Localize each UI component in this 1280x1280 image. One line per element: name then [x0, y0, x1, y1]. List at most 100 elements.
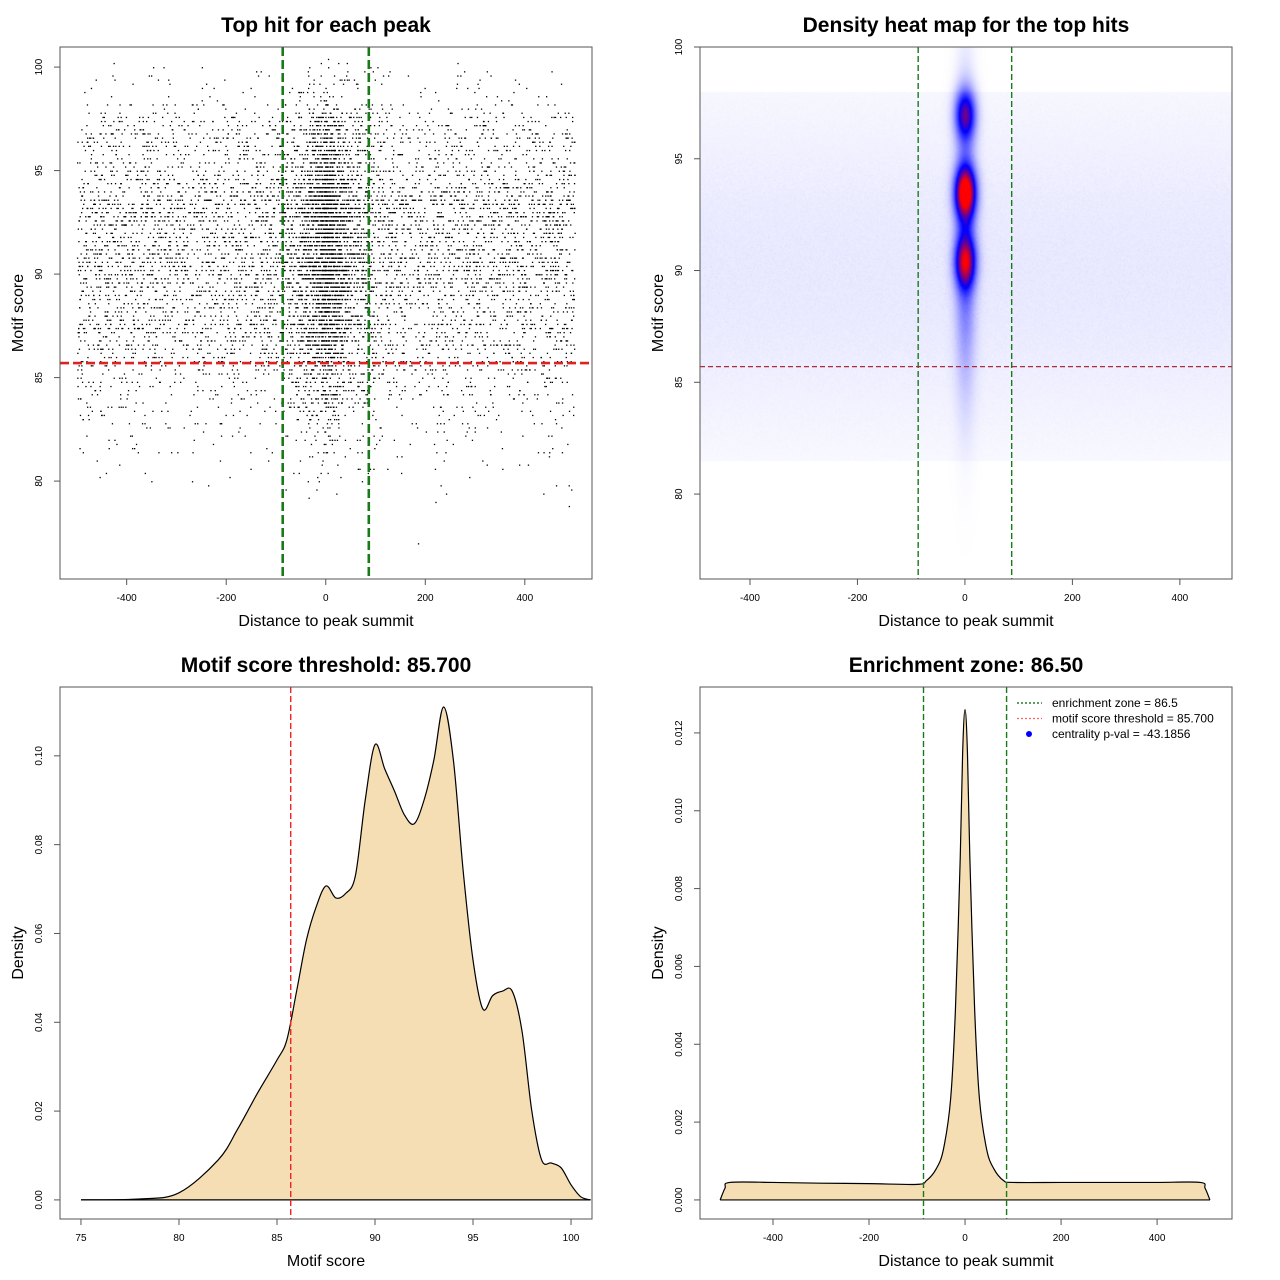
scatter-point [169, 327, 171, 330]
scatter-point [336, 129, 338, 131]
scatter-point [214, 241, 216, 243]
scatter-point [444, 294, 446, 297]
scatter-point [345, 303, 347, 305]
scatter-point [521, 265, 523, 268]
scatter-point [102, 116, 104, 119]
scatter-point [492, 203, 494, 205]
scatter-point [551, 381, 553, 383]
scatter-point [301, 154, 303, 156]
scatter-point [207, 327, 209, 330]
scatter-point [302, 91, 305, 94]
scatter-point [87, 344, 89, 346]
scatter-point [399, 154, 401, 156]
scatter-point [317, 195, 319, 197]
scatter-point [313, 83, 315, 85]
scatter-point [246, 158, 249, 160]
scatter-point [329, 207, 331, 210]
scatter-point [363, 373, 365, 375]
scatter-point [341, 315, 343, 317]
scatter-point [452, 327, 454, 330]
scatter-point [173, 154, 175, 156]
scatter-point [379, 332, 381, 334]
scatter-point [458, 174, 460, 176]
scatter-point [516, 340, 518, 342]
scatter-point [561, 452, 564, 454]
scatter-point [326, 394, 328, 396]
scatter-point [190, 166, 192, 168]
scatter-point [167, 257, 169, 259]
scatter-point [322, 315, 324, 317]
scatter-point [330, 278, 332, 280]
scatter-point [166, 183, 168, 185]
scatter-point [185, 348, 188, 350]
scatter-point [561, 427, 563, 429]
scatter-point [299, 207, 302, 210]
scatter-point [403, 228, 405, 230]
scatter-point [259, 423, 261, 425]
scatter-point [174, 112, 176, 114]
scatter-point [148, 319, 150, 321]
scatter-point [312, 298, 314, 301]
scatter-point [336, 274, 338, 276]
scatter-point [532, 307, 534, 309]
scatter-point [174, 199, 177, 201]
scatter-point [119, 323, 121, 326]
scatter-point [408, 112, 411, 114]
scatter-point [542, 203, 544, 205]
scatter-point [351, 278, 353, 280]
scatter-point [300, 323, 302, 326]
scatter-point [108, 278, 110, 280]
scatter-point [219, 195, 222, 197]
scatter-point [519, 245, 521, 247]
scatter-point [388, 112, 390, 114]
scatter-point [100, 381, 102, 383]
scatter-point [548, 278, 550, 280]
scatter-point [538, 183, 540, 185]
scatter-point [320, 100, 322, 102]
scatter-point [280, 261, 282, 263]
scatter-point [78, 332, 80, 334]
scatter-point [140, 216, 142, 218]
scatter-point [126, 286, 128, 288]
scatter-point [205, 327, 207, 330]
scatter-point [259, 183, 262, 185]
scatter-point [100, 145, 103, 147]
scatter-point [263, 166, 265, 168]
scatter-point [184, 207, 186, 210]
scatter-point [106, 141, 108, 143]
scatter-point [336, 439, 339, 441]
scatter-point [402, 203, 404, 205]
scatter-point [442, 365, 444, 367]
scatter-point [102, 207, 104, 210]
scatter-point [254, 187, 257, 189]
scatter-point [164, 232, 166, 234]
scatter-point [328, 344, 330, 346]
scatter-point [428, 278, 430, 280]
scatter-point [477, 187, 479, 189]
scatter-point [380, 220, 382, 222]
scatter-point [506, 274, 508, 276]
scatter-point [301, 207, 304, 210]
scatter-point [113, 241, 116, 243]
scatter-point [333, 311, 336, 313]
scatter-point [106, 199, 108, 201]
scatter-point [270, 191, 272, 193]
scatter-point [353, 307, 355, 309]
scatter-point [524, 286, 526, 288]
scatter-point [271, 216, 273, 218]
scatter-point [308, 241, 310, 243]
scatter-point [110, 125, 112, 127]
scatter-point [273, 261, 275, 263]
scatter-point [312, 414, 314, 417]
scatter-point [342, 361, 344, 363]
scatter-point [330, 137, 332, 139]
scatter-point [458, 187, 460, 189]
scatter-point [353, 241, 355, 243]
scatter-point [303, 340, 305, 342]
scatter-point [497, 278, 499, 280]
scatter-point [300, 125, 302, 127]
scatter-point [113, 174, 115, 176]
scatter-point [339, 356, 342, 359]
scatter-point [283, 224, 285, 226]
scatter-point [545, 195, 547, 197]
